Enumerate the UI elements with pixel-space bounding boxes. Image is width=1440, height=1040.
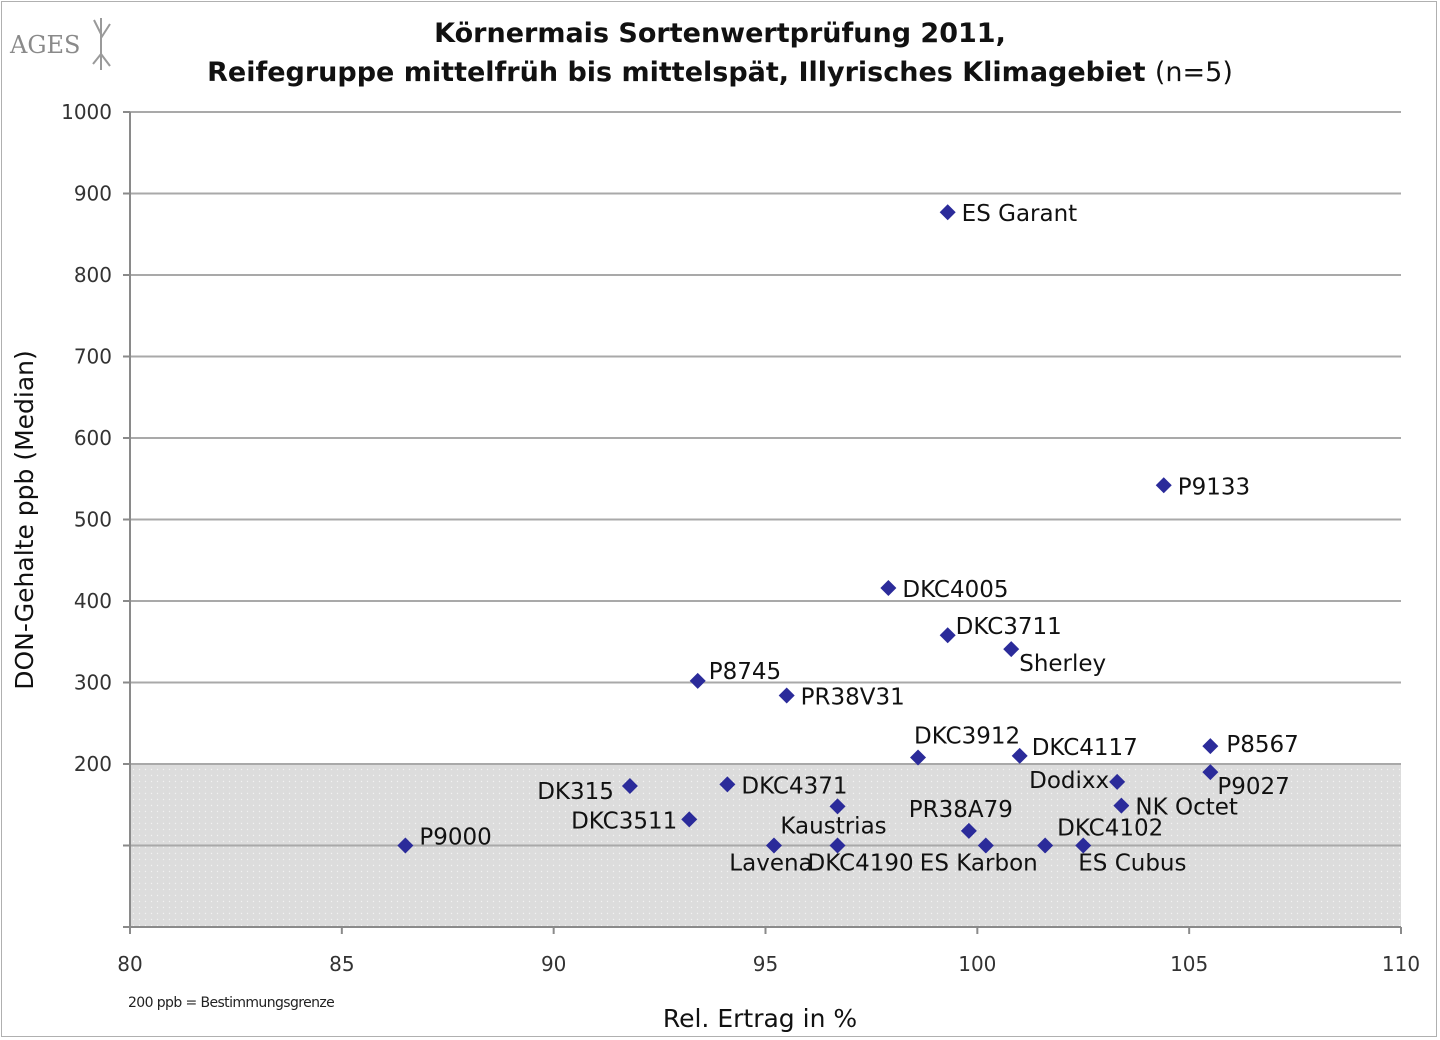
data-point-marker xyxy=(1037,837,1054,854)
data-point-label: ES Karbon xyxy=(920,851,1038,877)
y-axis-title: DON-Gehalte ppb (Median) xyxy=(10,350,39,690)
data-point-label: PR38A79 xyxy=(909,797,1013,823)
data-point-label: DKC3711 xyxy=(956,614,1062,640)
data-point-label: P9027 xyxy=(1217,774,1289,800)
data-point-marker xyxy=(880,579,897,596)
data-point-marker xyxy=(939,627,956,644)
title-line-1: Körnermais Sortenwertprüfung 2011, xyxy=(434,18,1006,49)
ages-logo: AGES xyxy=(10,14,120,74)
data-point-marker xyxy=(778,687,795,704)
data-point-marker xyxy=(1075,837,1092,854)
y-tick-label: 900 xyxy=(74,182,112,206)
data-point-marker xyxy=(977,837,994,854)
footnote: 200 ppb = Bestimmungsgrenze xyxy=(128,995,335,1011)
data-point-label: Dodixx xyxy=(1029,768,1109,794)
data-point-label: DK315 xyxy=(537,779,614,805)
data-point-marker xyxy=(1113,797,1130,814)
y-tick-label: 600 xyxy=(74,426,112,450)
data-point-marker xyxy=(829,798,846,815)
data-point-marker xyxy=(1155,477,1172,494)
data-point-marker xyxy=(960,822,977,839)
data-point-label: DKC4005 xyxy=(902,577,1008,603)
data-point-label: Kaustrias xyxy=(780,813,886,839)
data-point-label: PR38V31 xyxy=(801,685,905,711)
x-tick-label: 90 xyxy=(541,952,566,976)
x-tick-label: 110 xyxy=(1382,952,1420,976)
data-point-marker xyxy=(910,749,927,766)
title-line-2: Reifegruppe mittelfrüh bis mittelspät, I… xyxy=(0,53,1440,92)
data-point-marker xyxy=(1202,764,1219,781)
logo-text: AGES xyxy=(10,31,81,59)
data-point-marker xyxy=(1109,773,1126,790)
data-point-label: P9133 xyxy=(1178,474,1250,500)
data-point-label: DKC3511 xyxy=(571,808,677,834)
data-point-marker xyxy=(621,778,638,795)
data-point-marker xyxy=(1011,747,1028,764)
x-tick-label: 105 xyxy=(1170,952,1208,976)
data-point-label: ES Garant xyxy=(962,201,1078,227)
wheat-icon xyxy=(92,18,111,70)
chart-title: Körnermais Sortenwertprüfung 2011, Reife… xyxy=(0,14,1440,92)
title-line-2-bold: Reifegruppe mittelfrüh bis mittelspät, I… xyxy=(207,57,1146,88)
data-point-label: DKC4117 xyxy=(1032,735,1138,761)
x-axis-title: Rel. Ertrag in % xyxy=(663,1004,857,1033)
data-point-label: P8745 xyxy=(709,659,781,685)
data-point-marker xyxy=(829,837,846,854)
data-point-marker xyxy=(719,776,736,793)
y-tick-label: 400 xyxy=(74,589,112,613)
data-point-label: Sherley xyxy=(1019,651,1106,677)
data-point-label: DKC3912 xyxy=(914,723,1020,749)
title-line-2-normal: (n=5) xyxy=(1154,57,1233,88)
data-point-label: NK Octet xyxy=(1135,795,1238,821)
y-tick-label: 700 xyxy=(74,345,112,369)
y-tick-label: 500 xyxy=(74,508,112,532)
data-point-marker xyxy=(765,837,782,854)
data-point-marker xyxy=(397,837,414,854)
data-point-marker xyxy=(1202,738,1219,755)
y-tick-label: 1000 xyxy=(61,100,112,124)
data-point-label: DKC4371 xyxy=(741,773,847,799)
data-point-marker xyxy=(689,672,706,689)
data-point-label: P9000 xyxy=(419,825,491,851)
data-point-label: DKC4190 xyxy=(808,851,914,877)
y-tick-label: 800 xyxy=(74,263,112,287)
data-point-marker xyxy=(681,811,698,828)
x-tick-label: 100 xyxy=(958,952,996,976)
data-point-label: Lavena xyxy=(729,851,812,877)
y-tick-label: 200 xyxy=(74,752,112,776)
data-point-label: P8567 xyxy=(1226,732,1298,758)
x-tick-label: 85 xyxy=(329,952,354,976)
data-point-marker xyxy=(1003,641,1020,658)
data-point-label: DKC4102 xyxy=(1057,816,1163,842)
x-tick-label: 80 xyxy=(117,952,142,976)
x-tick-label: 95 xyxy=(753,952,778,976)
y-tick-label: 300 xyxy=(74,671,112,695)
data-point-label: ES Cubus xyxy=(1078,851,1186,877)
data-point-marker xyxy=(939,204,956,221)
